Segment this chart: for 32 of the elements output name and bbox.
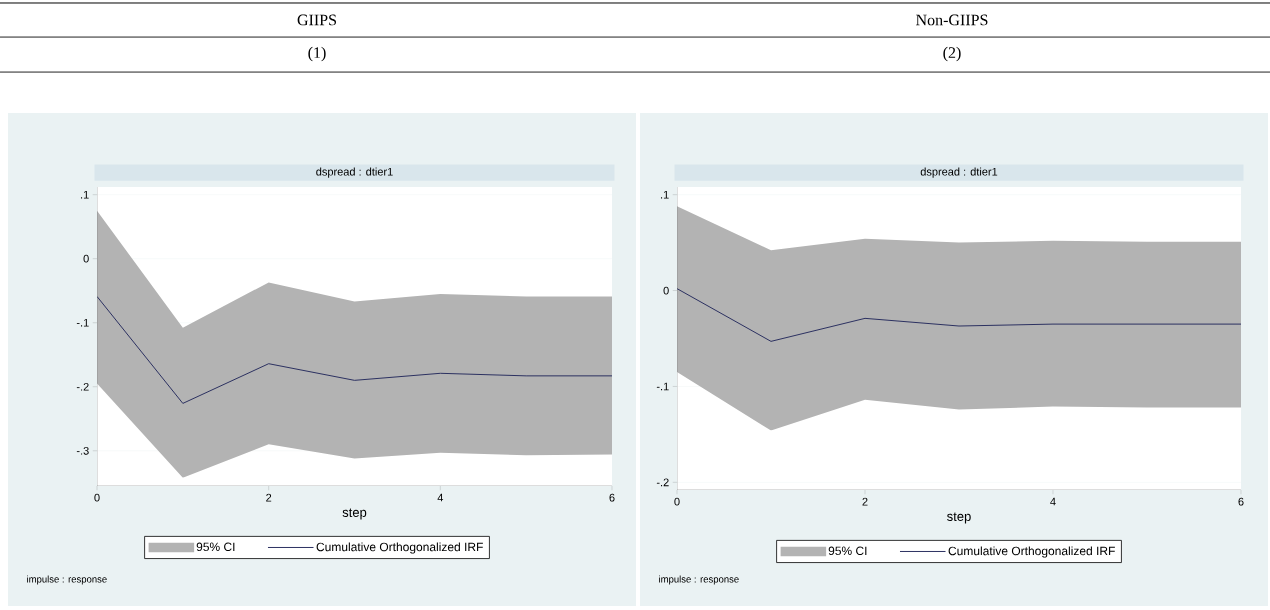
x-axis-title: step — [342, 508, 367, 520]
y-tick-label: -.2 — [656, 478, 669, 487]
x-tick-label: 4 — [1050, 497, 1056, 506]
legend-label: Cumulative Orthogonalized IRF — [948, 546, 1115, 558]
y-tick-label: -.3 — [76, 446, 89, 455]
text: (1) — [308, 46, 326, 62]
text: impulse : response — [659, 575, 739, 585]
text: GIIPS — [297, 14, 337, 26]
text: impulse : response — [27, 575, 107, 585]
y-tick-label: 0 — [83, 254, 89, 263]
text: (2) — [943, 46, 961, 62]
y-tick-label: -.2 — [76, 382, 89, 391]
y-tick-label: -.1 — [656, 382, 669, 391]
x-tick-label: 0 — [674, 497, 680, 506]
text: 95% CI — [828, 546, 867, 556]
x-axis-title: step — [947, 512, 971, 524]
legend-label: Cumulative Orthogonalized IRF — [316, 542, 483, 554]
chart-title: dspread : dtier1 — [920, 167, 998, 178]
y-tick-label: -.1 — [76, 318, 89, 327]
y-tick-label: .1 — [661, 190, 669, 199]
x-tick-label: 6 — [609, 493, 615, 502]
chart-title: dspread : dtier1 — [316, 167, 393, 178]
line-series — [97, 295, 612, 404]
x-tick-label: 2 — [266, 493, 272, 502]
x-tick-label: 2 — [862, 497, 868, 506]
x-tick-label: 4 — [437, 493, 444, 502]
y-tick-label: .1 — [81, 190, 89, 199]
x-tick-label: 6 — [1238, 497, 1244, 506]
x-tick-label: 0 — [94, 493, 100, 502]
text: 95% CI — [196, 542, 235, 552]
y-tick-label: 0 — [663, 286, 669, 295]
text: Non-GIIPS — [916, 14, 988, 26]
